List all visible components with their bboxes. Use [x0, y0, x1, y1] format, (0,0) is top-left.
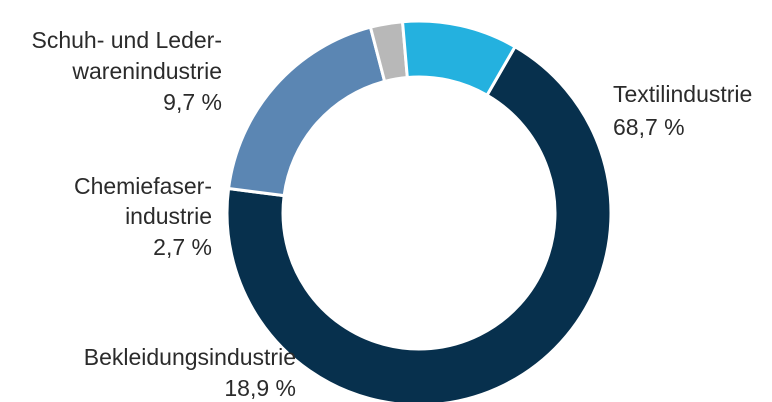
label-bekleidungsindustrie-name: Bekleidungsindustrie — [84, 344, 296, 370]
label-textilindustrie: Textilindustrie 68,7 % — [613, 81, 752, 140]
label-bekleidungsindustrie: Bekleidungsindustrie 18,9 % — [84, 344, 296, 401]
label-chemiefaserindustrie-name-line2: industrie — [125, 203, 212, 229]
label-textilindustrie-name: Textilindustrie — [613, 81, 752, 107]
label-chemiefaserindustrie-name-line1: Chemiefaser- — [74, 173, 212, 199]
label-chemiefaserindustrie-value: 2,7 % — [153, 234, 212, 260]
label-chemiefaserindustrie: Chemiefaser- industrie 2,7 % — [74, 173, 212, 260]
label-schuh-lederwarenindustrie: Schuh- und Leder- warenindustrie 9,7 % — [31, 27, 222, 115]
slice-schuhund-lederwarenindustrie — [401, 19, 517, 97]
slice-textilindustrie — [225, 45, 613, 402]
label-schuh-lederwarenindustrie-name-line1: Schuh- und Leder- — [31, 27, 222, 53]
donut-slices — [225, 19, 613, 402]
label-schuh-lederwarenindustrie-value: 9,7 % — [163, 89, 222, 115]
label-schuh-lederwarenindustrie-name-line2: warenindustrie — [71, 58, 222, 84]
slice-bekleidungsindustrie — [227, 25, 387, 198]
label-bekleidungsindustrie-value: 18,9 % — [224, 375, 296, 401]
label-textilindustrie-value: 68,7 % — [613, 114, 685, 140]
